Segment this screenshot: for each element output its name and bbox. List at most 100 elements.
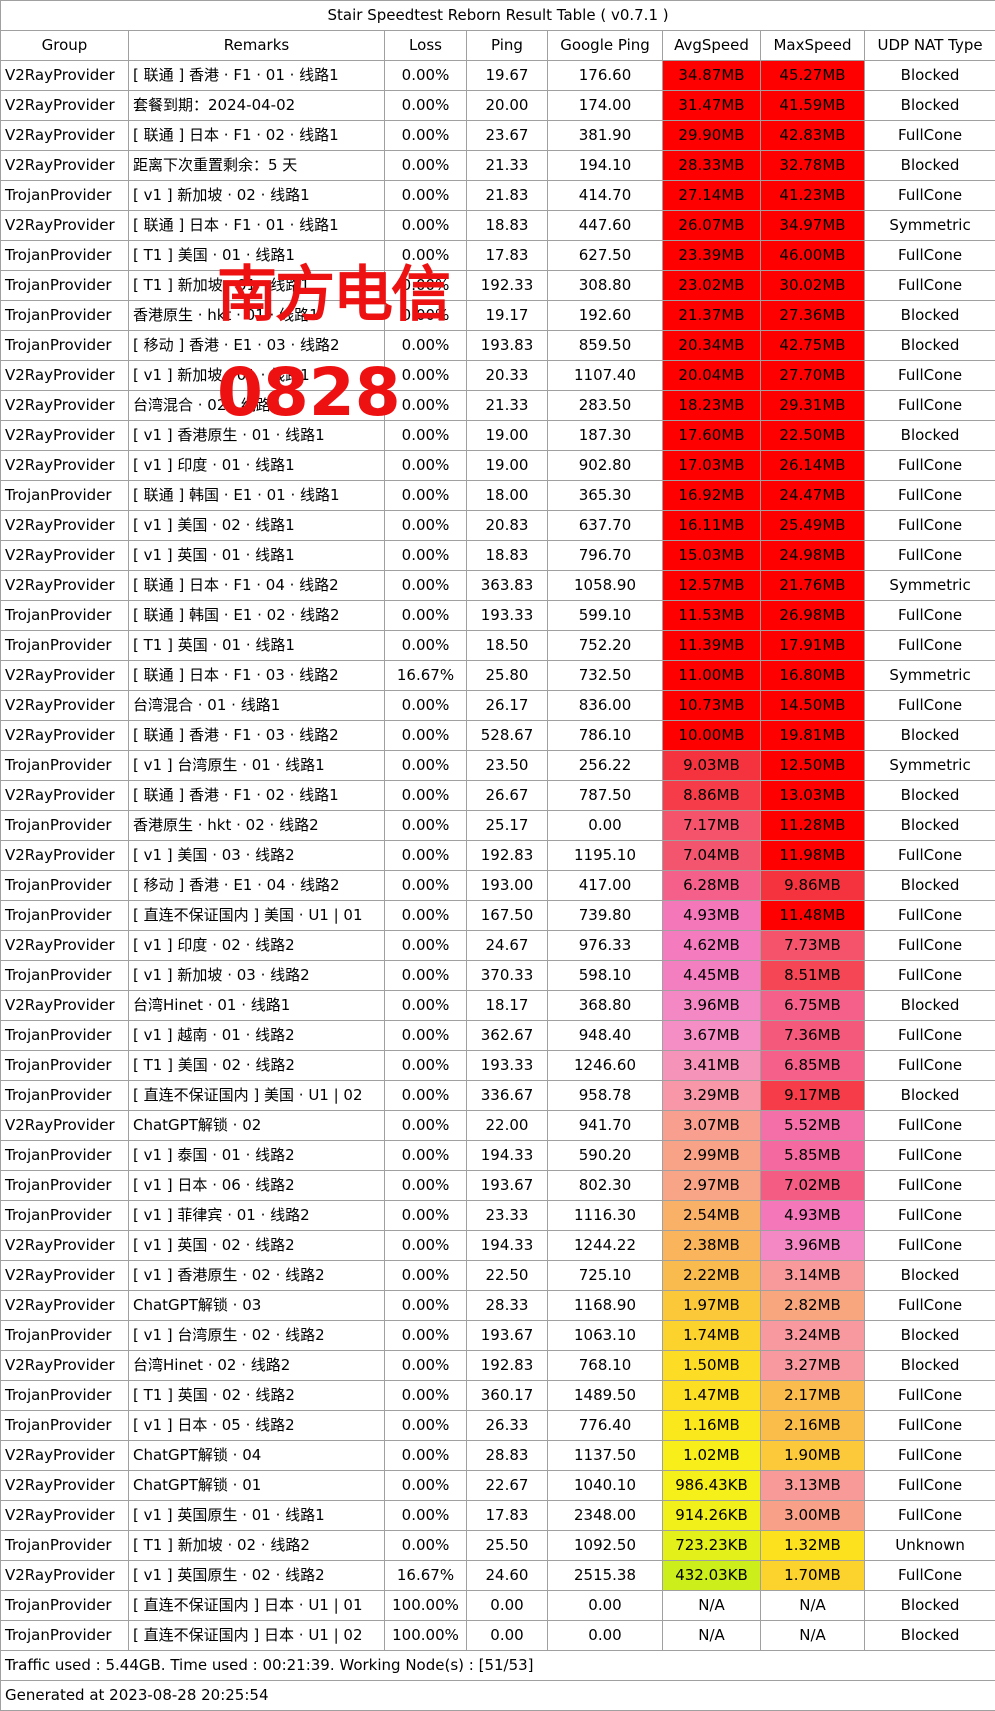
cell-avg-speed: 2.54MB: [663, 1201, 761, 1231]
cell-avg-speed: 3.29MB: [663, 1081, 761, 1111]
cell-loss: 100.00%: [385, 1621, 467, 1651]
cell-udp-nat-type: Blocked: [865, 331, 995, 361]
cell-udp-nat-type: Blocked: [865, 1321, 995, 1351]
cell-ping: 360.17: [467, 1381, 548, 1411]
cell-group: V2RayProvider: [1, 1351, 129, 1381]
cell-remarks: ChatGPT解锁 · 03: [129, 1291, 385, 1321]
cell-google-ping: 176.60: [548, 61, 663, 91]
cell-remarks: ChatGPT解锁 · 04: [129, 1441, 385, 1471]
cell-group: TrojanProvider: [1, 961, 129, 991]
cell-max-speed: 9.17MB: [761, 1081, 865, 1111]
cell-google-ping: 368.80: [548, 991, 663, 1021]
cell-avg-speed: N/A: [663, 1621, 761, 1651]
cell-ping: 21.33: [467, 151, 548, 181]
cell-google-ping: 256.22: [548, 751, 663, 781]
header-google-ping: Google Ping: [548, 31, 663, 61]
cell-loss: 0.00%: [385, 1111, 467, 1141]
cell-loss: 0.00%: [385, 1381, 467, 1411]
cell-loss: 0.00%: [385, 1531, 467, 1561]
cell-loss: 0.00%: [385, 751, 467, 781]
cell-group: V2RayProvider: [1, 91, 129, 121]
cell-group: V2RayProvider: [1, 151, 129, 181]
cell-avg-speed: 1.47MB: [663, 1381, 761, 1411]
cell-group: TrojanProvider: [1, 1171, 129, 1201]
cell-ping: 28.33: [467, 1291, 548, 1321]
cell-ping: 19.00: [467, 451, 548, 481]
cell-max-speed: 27.70MB: [761, 361, 865, 391]
cell-udp-nat-type: FullCone: [865, 511, 995, 541]
cell-max-speed: 16.80MB: [761, 661, 865, 691]
cell-max-speed: N/A: [761, 1591, 865, 1621]
cell-avg-speed: 3.07MB: [663, 1111, 761, 1141]
cell-ping: 20.33: [467, 361, 548, 391]
cell-google-ping: 776.40: [548, 1411, 663, 1441]
cell-max-speed: 41.59MB: [761, 91, 865, 121]
cell-avg-speed: 17.03MB: [663, 451, 761, 481]
cell-loss: 0.00%: [385, 631, 467, 661]
cell-group: V2RayProvider: [1, 781, 129, 811]
cell-ping: 0.00: [467, 1621, 548, 1651]
cell-loss: 0.00%: [385, 1351, 467, 1381]
cell-google-ping: 417.00: [548, 871, 663, 901]
cell-udp-nat-type: FullCone: [865, 691, 995, 721]
cell-avg-speed: 10.00MB: [663, 721, 761, 751]
cell-google-ping: 627.50: [548, 241, 663, 271]
cell-loss: 0.00%: [385, 511, 467, 541]
cell-avg-speed: 4.62MB: [663, 931, 761, 961]
cell-group: TrojanProvider: [1, 1201, 129, 1231]
cell-loss: 0.00%: [385, 601, 467, 631]
cell-google-ping: 637.70: [548, 511, 663, 541]
cell-max-speed: 2.82MB: [761, 1291, 865, 1321]
cell-group: V2RayProvider: [1, 391, 129, 421]
cell-google-ping: 0.00: [548, 1591, 663, 1621]
cell-ping: 21.33: [467, 391, 548, 421]
cell-avg-speed: 20.34MB: [663, 331, 761, 361]
cell-group: TrojanProvider: [1, 301, 129, 331]
cell-loss: 0.00%: [385, 721, 467, 751]
cell-group: V2RayProvider: [1, 421, 129, 451]
cell-ping: 362.67: [467, 1021, 548, 1051]
cell-remarks: [ T1 ] 美国 · 01 · 线路1: [129, 241, 385, 271]
cell-max-speed: 11.48MB: [761, 901, 865, 931]
cell-ping: 19.17: [467, 301, 548, 331]
cell-group: V2RayProvider: [1, 121, 129, 151]
cell-ping: 21.83: [467, 181, 548, 211]
cell-google-ping: 590.20: [548, 1141, 663, 1171]
cell-remarks: [ v1 ] 印度 · 02 · 线路2: [129, 931, 385, 961]
cell-udp-nat-type: Blocked: [865, 811, 995, 841]
cell-group: V2RayProvider: [1, 451, 129, 481]
cell-group: TrojanProvider: [1, 181, 129, 211]
cell-loss: 0.00%: [385, 391, 467, 421]
cell-max-speed: 3.24MB: [761, 1321, 865, 1351]
cell-remarks: 套餐到期：2024-04-02: [129, 91, 385, 121]
cell-google-ping: 1058.90: [548, 571, 663, 601]
cell-udp-nat-type: FullCone: [865, 1501, 995, 1531]
cell-loss: 0.00%: [385, 1501, 467, 1531]
cell-udp-nat-type: FullCone: [865, 1021, 995, 1051]
cell-remarks: [ T1 ] 英国 · 01 · 线路1: [129, 631, 385, 661]
cell-avg-speed: 10.73MB: [663, 691, 761, 721]
cell-loss: 0.00%: [385, 1261, 467, 1291]
cell-avg-speed: 8.86MB: [663, 781, 761, 811]
cell-google-ping: 0.00: [548, 1621, 663, 1651]
cell-max-speed: 7.02MB: [761, 1171, 865, 1201]
cell-group: V2RayProvider: [1, 571, 129, 601]
cell-ping: 336.67: [467, 1081, 548, 1111]
cell-udp-nat-type: Blocked: [865, 1591, 995, 1621]
cell-remarks: [ 直连不保证国内 ] 美国 · U1 | 02: [129, 1081, 385, 1111]
cell-remarks: [ 联通 ] 韩国 · E1 · 02 · 线路2: [129, 601, 385, 631]
cell-google-ping: 192.60: [548, 301, 663, 331]
cell-udp-nat-type: FullCone: [865, 961, 995, 991]
cell-group: TrojanProvider: [1, 901, 129, 931]
cell-max-speed: 27.36MB: [761, 301, 865, 331]
